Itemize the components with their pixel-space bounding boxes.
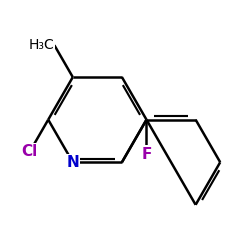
Text: Cl: Cl: [22, 144, 38, 159]
Text: H₃C: H₃C: [28, 38, 54, 52]
Text: N: N: [66, 155, 79, 170]
Text: F: F: [141, 146, 152, 162]
